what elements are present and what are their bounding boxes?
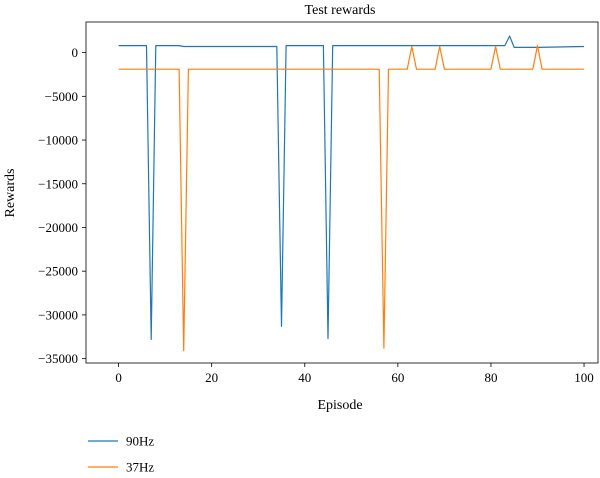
series-line-37hz	[118, 44, 584, 352]
x-axis-label: Episode	[317, 398, 362, 413]
chart-title: Test rewards	[305, 3, 376, 18]
y-tick-label: 0	[72, 45, 79, 60]
y-tick-label: −15000	[38, 176, 78, 191]
series-lines	[118, 35, 585, 352]
plot-area-frame	[85, 21, 599, 364]
x-tick-label: 80	[484, 370, 497, 385]
x-tick-label: 40	[298, 370, 311, 385]
x-tick-label: 20	[205, 370, 218, 385]
series-line-90hz	[118, 35, 585, 340]
legend-label-90hz: 90Hz	[126, 434, 154, 449]
y-tick-label: −25000	[38, 264, 78, 279]
x-tick-label: 60	[391, 370, 404, 385]
y-tick-label: −20000	[38, 220, 78, 235]
legend: 90Hz 37Hz	[88, 434, 154, 475]
y-tick-label: −35000	[38, 351, 78, 366]
y-tick-label: −5000	[45, 89, 78, 104]
x-tick-label: 100	[574, 370, 594, 385]
y-axis-ticks: 0 −5000 −10000 −15000 −20000 −25000 −30000 −350…	[38, 45, 86, 366]
y-axis-label: Rewards	[3, 169, 18, 218]
legend-label-37hz: 37Hz	[126, 460, 154, 475]
y-tick-label: −10000	[38, 133, 78, 148]
x-axis-ticks: 0 20 40 60 80 100	[115, 363, 594, 385]
x-tick-label: 0	[115, 370, 122, 385]
y-tick-label: −30000	[38, 307, 78, 322]
